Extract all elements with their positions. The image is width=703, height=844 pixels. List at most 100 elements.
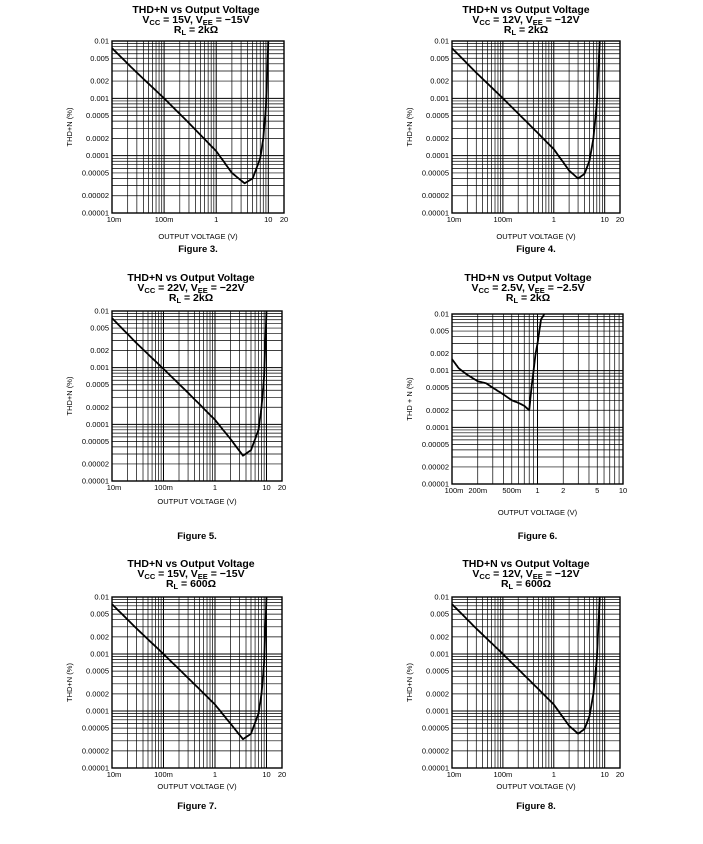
grid (111, 310, 283, 482)
x-tick-label: 1 (214, 215, 218, 224)
y-tick-label: 0.00002 (422, 746, 449, 755)
y-tick-label: 0.0005 (86, 380, 109, 389)
y-tick-label: 0.002 (90, 346, 109, 355)
y-tick-label: 0.00005 (422, 724, 449, 733)
x-tick-label: 10m (107, 215, 122, 224)
chart-subtitle-supply: VCC = 15V, VEE = −15V (142, 14, 249, 27)
y-tick-label: 0.001 (90, 363, 109, 372)
y-axis-label: THD+N (%) (65, 376, 74, 415)
x-tick-label: 10 (262, 770, 270, 779)
plot-frame (451, 596, 621, 769)
y-tick-label: 0.01 (434, 593, 449, 602)
y-tick-label: 0.0001 (426, 423, 449, 432)
y-tick-label: 0.005 (90, 610, 109, 619)
y-tick-label: 0.005 (90, 54, 109, 63)
chart-subtitle-load: RL = 600Ω (166, 578, 216, 591)
x-tick-label: 100m (494, 215, 513, 224)
x-tick-label: 1 (552, 215, 556, 224)
y-tick-label: 0.00001 (82, 764, 109, 773)
plot-frame (111, 40, 285, 214)
x-axis-label: OUTPUT VOLTAGE (V) (157, 497, 237, 506)
chart-title: THD+N vs Output Voltage (462, 4, 589, 16)
chart-subtitle-load: RL = 2kΩ (169, 292, 213, 305)
y-tick-label: 0.0002 (426, 689, 449, 698)
grid (111, 40, 285, 214)
y-tick-label: 0.00005 (422, 168, 449, 177)
y-tick-label: 0.00005 (422, 440, 449, 449)
x-axis-label: OUTPUT VOLTAGE (V) (496, 782, 576, 791)
series-line-thd-n (111, 596, 268, 741)
x-tick-label: 10 (601, 770, 609, 779)
x-tick-label: 1 (552, 770, 556, 779)
y-tick-label: 0.01 (94, 307, 109, 316)
chart-title: THD+N vs Output Voltage (127, 558, 254, 570)
x-tick-label: 10m (107, 483, 122, 492)
x-tick-label: 1 (213, 483, 217, 492)
figure-caption: Figure 6. (518, 531, 558, 542)
y-tick-label: 0.005 (90, 324, 109, 333)
chart-title: THD+N vs Output Voltage (132, 4, 259, 16)
x-tick-label: 100m (155, 215, 174, 224)
y-tick-label: 0.00002 (422, 462, 449, 471)
y-tick-label: 0.002 (90, 77, 109, 86)
y-tick-label: 0.00001 (82, 209, 109, 218)
figure-caption: Figure 4. (516, 244, 556, 255)
y-tick-label: 0.00005 (82, 724, 109, 733)
y-axis-label: THD+N (%) (65, 107, 74, 146)
chart-title: THD+N vs Output Voltage (127, 272, 254, 284)
y-tick-label: 0.00002 (422, 191, 449, 200)
y-tick-label: 0.0002 (426, 406, 449, 415)
x-axis-label: OUTPUT VOLTAGE (V) (158, 232, 238, 241)
plot-frame (451, 313, 624, 485)
x-tick-label: 20 (278, 483, 286, 492)
y-tick-label: 0.002 (430, 77, 449, 86)
chart-subtitle-load: RL = 600Ω (501, 578, 551, 591)
y-tick-label: 0.00005 (82, 168, 109, 177)
grid (451, 596, 621, 769)
plot-frame (111, 596, 283, 769)
y-tick-label: 0.0005 (426, 111, 449, 120)
x-tick-label: 20 (616, 770, 624, 779)
x-tick-label: 10m (447, 215, 462, 224)
chart-subtitle-supply: VCC = 15V, VEE = −15V (137, 568, 244, 581)
grid (451, 40, 621, 214)
plot-frame (111, 310, 283, 482)
x-tick-label: 10 (601, 215, 609, 224)
x-tick-label: 10 (262, 483, 270, 492)
y-tick-label: 0.01 (434, 37, 449, 46)
figure-caption: Figure 8. (516, 801, 556, 812)
series-line-thd-n (451, 40, 601, 180)
y-tick-label: 0.01 (94, 37, 109, 46)
x-tick-label: 100m (154, 770, 173, 779)
grid (111, 596, 283, 769)
y-tick-label: 0.002 (430, 349, 449, 358)
x-tick-label: 200m (468, 486, 487, 495)
y-tick-label: 0.0005 (426, 667, 449, 676)
x-tick-label: 10m (447, 770, 462, 779)
x-tick-label: 100m (154, 483, 173, 492)
y-tick-label: 0.0005 (86, 667, 109, 676)
chart-subtitle-load: RL = 2kΩ (174, 24, 218, 37)
y-tick-label: 0.00002 (82, 746, 109, 755)
y-tick-label: 0.001 (90, 650, 109, 659)
y-tick-label: 0.0001 (86, 707, 109, 716)
y-axis-label: THD+N (%) (405, 107, 414, 146)
y-tick-label: 0.0001 (426, 151, 449, 160)
x-tick-label: 10 (619, 486, 627, 495)
y-tick-label: 0.00002 (82, 459, 109, 468)
y-tick-label: 0.01 (434, 310, 449, 319)
x-tick-label: 10 (264, 215, 272, 224)
x-tick-label: 500m (502, 486, 521, 495)
x-tick-label: 1 (213, 770, 217, 779)
series-line-thd-n (111, 40, 270, 185)
chart-subtitle-supply: VCC = 22V, VEE = −22V (137, 282, 244, 295)
y-tick-label: 0.0001 (86, 420, 109, 429)
chart-title: THD+N vs Output Voltage (462, 558, 589, 570)
y-axis-label: THD+N (%) (405, 663, 414, 702)
